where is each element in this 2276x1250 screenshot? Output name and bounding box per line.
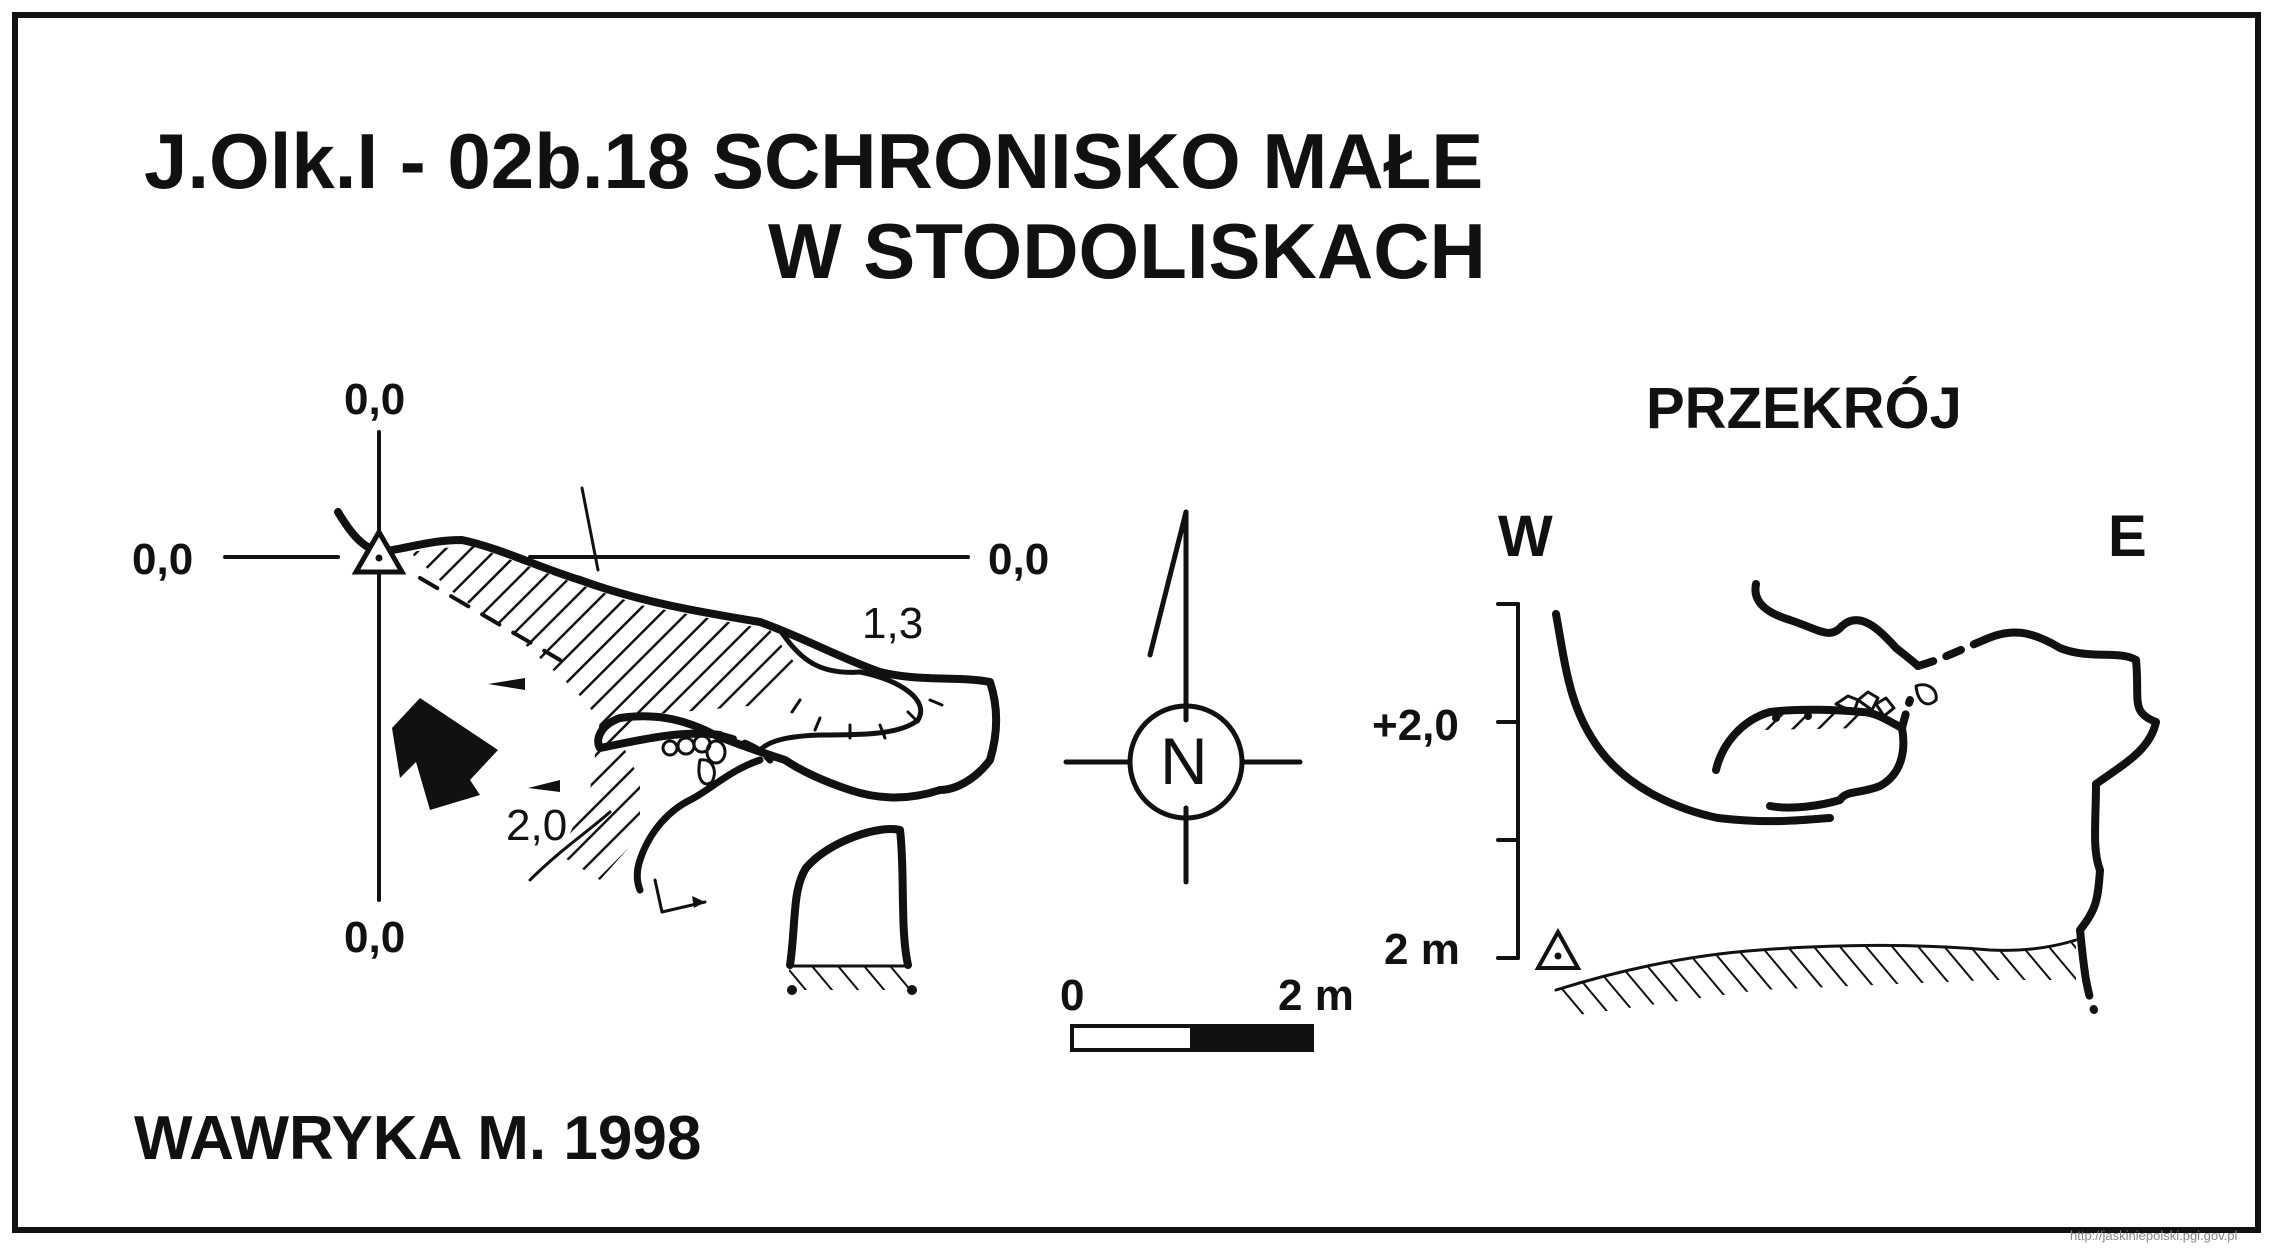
cave-wall-inner <box>633 756 764 894</box>
north-circle <box>1127 703 1245 821</box>
map-frame <box>12 12 2261 1233</box>
section-datum-triangle-icon <box>1534 927 1582 970</box>
section-wall-outer <box>1552 610 1834 826</box>
section-boulders <box>1772 683 1938 722</box>
boulders <box>661 734 727 786</box>
scale-label-start: 0 <box>1060 971 1085 1020</box>
axis-label-top: 0,0 <box>344 375 406 424</box>
axis-label-bottom: 0,0 <box>344 913 406 962</box>
map-title-line2: W STODOLISKACH <box>768 207 1486 295</box>
section-wall-roof <box>1751 580 1922 670</box>
section-pillar-dashed <box>1898 696 1914 732</box>
scale-bar <box>1070 1024 1314 1052</box>
cave-ledge-hachures <box>790 698 944 740</box>
cave-wall-inner-dashed <box>716 731 774 764</box>
section-floor-line <box>1554 938 2078 992</box>
side-chamber-floor <box>786 965 912 990</box>
north-letter: N <box>1160 724 1208 798</box>
entrance-arrow-icon <box>392 698 498 810</box>
map-title-line1: J.Olk.I - 02b.18 SCHRONISKO MAŁE <box>144 117 1484 205</box>
slope-dashes <box>418 576 562 662</box>
axis-label-right: 0,0 <box>988 535 1050 584</box>
section-mark-upper: +2,0 <box>1372 701 1459 750</box>
drip-line <box>528 810 612 882</box>
height-label-1: 1,3 <box>862 599 924 648</box>
section-mark-lower: 2 m <box>1384 925 1460 974</box>
section-wall-roof-dashed <box>1914 636 1988 670</box>
scale-label-end: 2 m <box>1278 971 1354 1020</box>
section-wall-east-dashed <box>2082 976 2098 1014</box>
section-east-label: E <box>2108 504 2147 569</box>
section-view <box>1496 580 2160 1016</box>
section-title: PRZEKRÓJ <box>1646 376 1962 441</box>
height-label-2: 2,0 <box>506 801 568 850</box>
north-arrow <box>1063 509 1303 885</box>
section-wall-east <box>1980 628 2160 984</box>
datum-triangle-icon <box>351 526 407 575</box>
axis-label-left: 0,0 <box>132 535 194 584</box>
cave-chamber <box>757 627 924 753</box>
section-pillar-floor <box>1760 706 1864 730</box>
section-west-label: W <box>1498 504 1553 569</box>
entrance-direction-arrow-lower <box>653 878 707 914</box>
slope-arrow-1 <box>488 678 525 690</box>
side-chamber <box>786 825 912 969</box>
cave-wall-north <box>334 508 1001 794</box>
author-credit: WAWRYKA M. 1998 <box>134 1104 702 1173</box>
cave-wall-south <box>594 712 944 802</box>
talus-hatch <box>410 545 800 880</box>
bearing-line <box>580 486 600 572</box>
plan-view <box>223 430 1001 995</box>
slope-arrow-2 <box>528 780 560 792</box>
watermark-url: http://jaskiniepolski.pgi.gov.pl <box>2070 1228 2238 1243</box>
